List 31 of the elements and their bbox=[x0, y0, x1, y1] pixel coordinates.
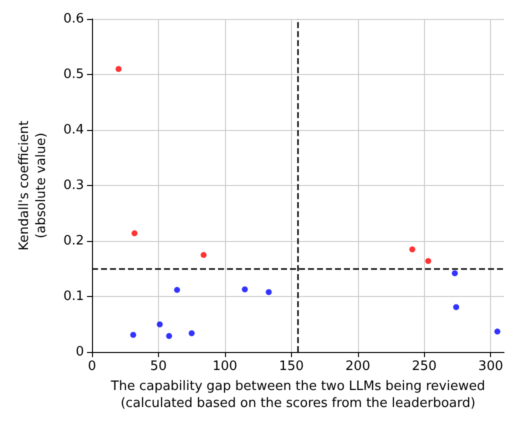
point bbox=[453, 304, 460, 310]
x-tick-label: 200 bbox=[345, 359, 370, 374]
y-tick-label: 0.6 bbox=[63, 12, 84, 26]
x-tick-label: 250 bbox=[412, 359, 437, 374]
y-tick-label: 0.2 bbox=[63, 234, 84, 249]
point bbox=[494, 328, 500, 335]
x-tick-label: 300 bbox=[478, 359, 504, 374]
y-tick-label: 0.3 bbox=[63, 178, 84, 194]
point bbox=[425, 258, 432, 264]
y-axis-title: Kendall's coefficient (absolute value) bbox=[17, 120, 49, 250]
x-tick-label: 150 bbox=[278, 359, 304, 374]
point bbox=[156, 321, 163, 328]
point bbox=[132, 230, 138, 236]
point bbox=[242, 286, 248, 292]
point bbox=[409, 246, 416, 252]
y-tick-label: 0.4 bbox=[63, 122, 84, 138]
point bbox=[452, 270, 458, 276]
point bbox=[200, 252, 207, 258]
point bbox=[130, 332, 136, 338]
y-tick-label: 0 bbox=[76, 344, 84, 360]
x-tick-label: 0 bbox=[88, 359, 96, 374]
x-tick-label: 100 bbox=[212, 359, 238, 374]
point bbox=[174, 286, 180, 293]
point bbox=[188, 330, 195, 336]
y-tick-label: 0.1 bbox=[63, 289, 84, 304]
point bbox=[266, 289, 272, 296]
point bbox=[166, 333, 172, 339]
point bbox=[116, 66, 122, 72]
x-axis-title: The capability gap between the two LLMs being reviewed (calculated based on the scores from the leaderboard) bbox=[110, 379, 486, 411]
x-tick-label: 50 bbox=[150, 359, 167, 374]
y-tick-label: 0.5 bbox=[63, 67, 84, 82]
